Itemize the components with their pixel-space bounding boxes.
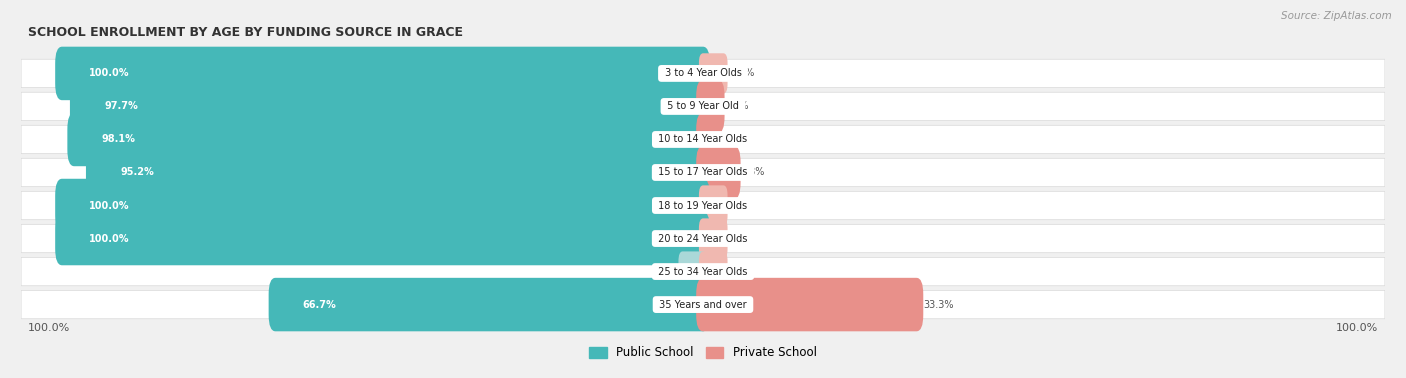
- Text: 5 to 9 Year Old: 5 to 9 Year Old: [664, 101, 742, 112]
- Text: 100.0%: 100.0%: [90, 68, 129, 78]
- Text: 10 to 14 Year Olds: 10 to 14 Year Olds: [655, 135, 751, 144]
- Text: 97.7%: 97.7%: [104, 101, 138, 112]
- Text: 98.1%: 98.1%: [101, 135, 135, 144]
- Text: 100.0%: 100.0%: [90, 234, 129, 243]
- Text: 18 to 19 Year Olds: 18 to 19 Year Olds: [655, 200, 751, 211]
- Text: 0.0%: 0.0%: [730, 68, 755, 78]
- FancyBboxPatch shape: [67, 113, 710, 166]
- FancyBboxPatch shape: [699, 218, 727, 259]
- FancyBboxPatch shape: [70, 80, 710, 133]
- FancyBboxPatch shape: [21, 257, 1385, 286]
- FancyBboxPatch shape: [21, 59, 1385, 88]
- Text: Source: ZipAtlas.com: Source: ZipAtlas.com: [1281, 11, 1392, 21]
- FancyBboxPatch shape: [21, 290, 1385, 319]
- FancyBboxPatch shape: [699, 185, 727, 226]
- FancyBboxPatch shape: [696, 278, 924, 332]
- Text: 0.0%: 0.0%: [730, 200, 755, 211]
- FancyBboxPatch shape: [21, 158, 1385, 187]
- Text: 66.7%: 66.7%: [302, 300, 336, 310]
- FancyBboxPatch shape: [21, 92, 1385, 121]
- Text: 33.3%: 33.3%: [924, 300, 953, 310]
- Text: 0.0%: 0.0%: [730, 266, 755, 277]
- FancyBboxPatch shape: [21, 125, 1385, 154]
- FancyBboxPatch shape: [55, 46, 710, 100]
- Text: 0.0%: 0.0%: [651, 266, 676, 277]
- FancyBboxPatch shape: [86, 146, 710, 199]
- FancyBboxPatch shape: [679, 251, 707, 292]
- Text: 100.0%: 100.0%: [90, 200, 129, 211]
- Text: 4.8%: 4.8%: [741, 167, 765, 178]
- Text: 15 to 17 Year Olds: 15 to 17 Year Olds: [655, 167, 751, 178]
- FancyBboxPatch shape: [696, 80, 724, 133]
- Text: 35 Years and over: 35 Years and over: [657, 300, 749, 310]
- FancyBboxPatch shape: [696, 113, 723, 166]
- FancyBboxPatch shape: [699, 251, 727, 292]
- Text: 25 to 34 Year Olds: 25 to 34 Year Olds: [655, 266, 751, 277]
- Text: 20 to 24 Year Olds: 20 to 24 Year Olds: [655, 234, 751, 243]
- Text: 95.2%: 95.2%: [120, 167, 153, 178]
- FancyBboxPatch shape: [269, 278, 710, 332]
- FancyBboxPatch shape: [21, 191, 1385, 220]
- Text: SCHOOL ENROLLMENT BY AGE BY FUNDING SOURCE IN GRACE: SCHOOL ENROLLMENT BY AGE BY FUNDING SOUR…: [28, 26, 463, 39]
- Legend: Public School, Private School: Public School, Private School: [585, 342, 821, 364]
- FancyBboxPatch shape: [21, 224, 1385, 253]
- FancyBboxPatch shape: [55, 212, 710, 265]
- FancyBboxPatch shape: [696, 146, 741, 199]
- FancyBboxPatch shape: [55, 179, 710, 232]
- Text: 1.9%: 1.9%: [723, 135, 747, 144]
- Text: 2.3%: 2.3%: [724, 101, 749, 112]
- FancyBboxPatch shape: [699, 53, 727, 94]
- Text: 100.0%: 100.0%: [28, 323, 70, 333]
- Text: 0.0%: 0.0%: [730, 234, 755, 243]
- Text: 100.0%: 100.0%: [1336, 323, 1378, 333]
- Text: 3 to 4 Year Olds: 3 to 4 Year Olds: [661, 68, 745, 78]
